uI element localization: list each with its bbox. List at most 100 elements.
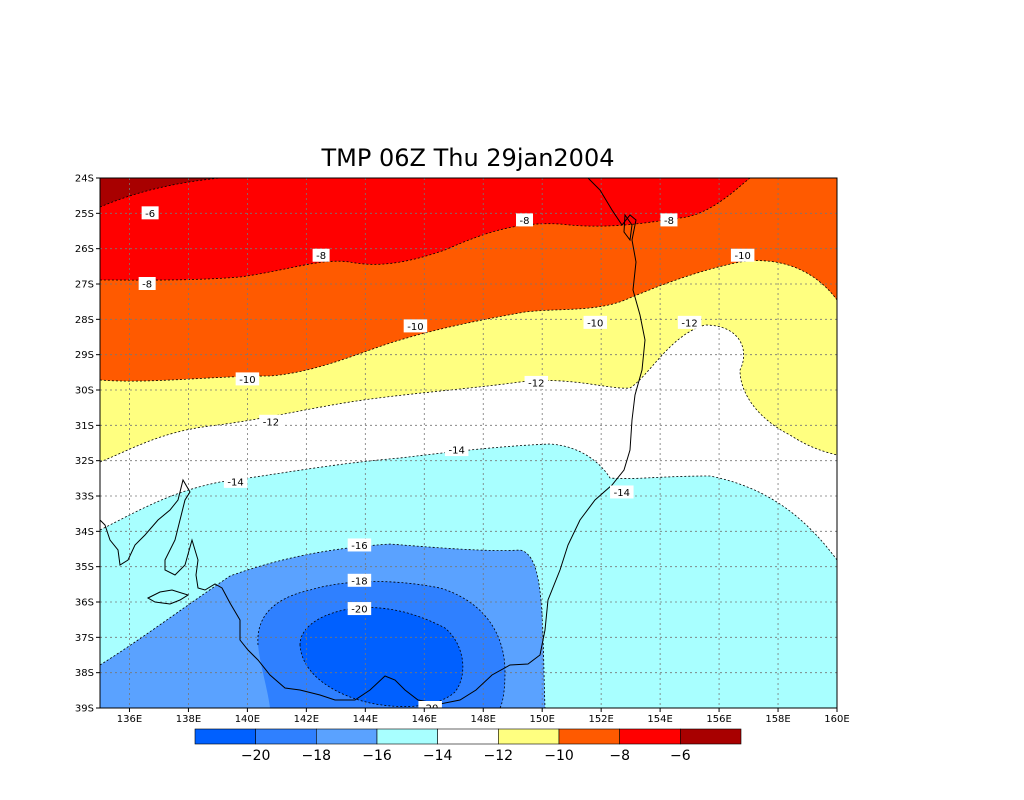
colorbar-tick-label: −12 [484,748,514,764]
colorbar-tick-label: −6 [670,748,691,764]
contour-line-minus-14 [100,443,837,561]
colorbar-segment [194,728,256,745]
contour-label-text: -10 [407,322,423,333]
contour-label-text: -8 [520,216,530,227]
contour-label: -14 [444,443,469,457]
contour-line-minus-8 [100,178,751,281]
contour-label-text: -10 [239,375,255,386]
contour-label-bg [141,206,159,220]
contour-label-text: -20 [351,605,367,616]
colorbar-tick-label: −16 [362,748,392,764]
contour-label: -10 [403,319,428,333]
contour-label-bg [259,414,283,428]
colorbar-segment [376,728,438,745]
contour-label-text: -8 [142,280,152,291]
y-tick-label: 26S [75,244,94,255]
x-tick-label: 146E [412,714,437,725]
contour-label: -10 [235,372,260,386]
colorbar-tick-label: −14 [423,748,453,764]
x-tick-label: 138E [176,714,201,725]
coastline-kangaroo-island [146,589,190,605]
contour-label-text: -18 [351,576,367,587]
contour-label-text: -16 [351,541,367,552]
contour-label-bg [235,372,260,386]
x-tick-label: 156E [706,714,731,725]
contour-label-bg [403,319,428,333]
colorbar-tick-label: −18 [302,748,332,764]
contour-label-text: -14 [227,477,243,488]
chart-title: TMP 06Z Thu 29jan2004 [321,144,615,172]
colorbar-segment [316,728,378,745]
colorbar-segment [680,728,742,745]
contour-label: -8 [516,213,534,227]
y-tick-label: 24S [75,174,94,185]
contour-label-text: -12 [681,318,697,329]
contour-label-bg [516,213,534,227]
x-tick-label: 142E [294,714,319,725]
x-tick-label: 154E [647,714,672,725]
contour-label-bg [583,315,608,329]
contour-label-bg [660,213,678,227]
contour-label-bg [223,474,248,488]
y-tick-label: 36S [75,598,94,609]
x-tick-label: 148E [471,714,496,725]
x-tick-label: 140E [235,714,260,725]
colorbar: −20 −18 −16 −14 −12 −10 −8 −6 [194,728,742,764]
x-tick-label: 152E [588,714,613,725]
contour-label-bg [730,248,755,262]
contour-line-minus-18 [257,581,506,708]
y-tick-label: 27S [75,280,94,291]
y-tick-label: 39S [75,704,94,715]
contour-label: -18 [347,573,372,587]
coastline-fraser-island [623,213,633,242]
contour-label: -16 [347,538,372,552]
contour-label-bg [610,485,634,499]
contour-label: -8 [660,213,678,227]
y-tick-label: 35S [75,562,94,573]
contour-labels: -6 -8 -8 -8 -8 -10 -10 -10 -10 -12 -12 -12 -14 -14 -14… [138,206,755,708]
contour-label: -12 [677,315,702,329]
contour-label-bg [347,538,372,552]
contour-label-text: -8 [316,251,326,262]
y-tick-label: 38S [75,668,94,679]
contour-label-text: -10 [587,318,603,329]
y-tick-label: 30S [75,386,94,397]
y-tick-label: 34S [75,527,94,538]
contour-label: -6 [141,206,159,220]
coastline-east-australia [100,178,646,705]
contour-label: -12 [524,375,549,389]
contour-label-text: -12 [528,378,544,389]
x-tick-label: 158E [765,714,790,725]
contour-label-text: -14 [614,488,630,499]
contour-label: -14 [223,474,248,488]
contour-label-text: -12 [263,417,279,428]
contour-label-text: -10 [734,251,750,262]
contour-label-text: -6 [145,209,155,220]
coastline [100,178,646,705]
plot-area: -6 -8 -8 -8 -8 -10 -10 -10 -10 -12 -12 -12 -14 -14 -14… [100,178,837,708]
y-tick-label: 33S [75,492,94,503]
contour-label: -20 [347,602,372,616]
colorbar-tick-label: −10 [544,748,574,764]
contour-label-text: -8 [664,216,674,227]
colorbar-segment [558,728,620,745]
contour-label: -12 [259,414,283,428]
y-tick-label: 28S [75,315,94,326]
y-tick-label: 37S [75,633,94,644]
contour-label: -14 [610,485,634,499]
contour-label-bg [524,375,549,389]
x-tick-label: 150E [529,714,554,725]
colorbar-segment [619,728,681,745]
contour-label-bg [312,248,330,262]
y-tick-label: 29S [75,350,94,361]
contour-label-text: -14 [449,446,465,457]
x-axis-ticks: 136E 138E 140E 142E 144E 146E 148E 150E 152E 154E… [117,708,850,725]
contour-label-bg [418,701,442,708]
colorbar-tick-label: −20 [241,748,271,764]
contour-label: -20 [418,701,442,708]
colorbar-segment [498,728,560,745]
contour-label-bg [138,277,156,290]
band-below-minus-20 [300,607,463,707]
contour-label-bg [677,315,702,329]
